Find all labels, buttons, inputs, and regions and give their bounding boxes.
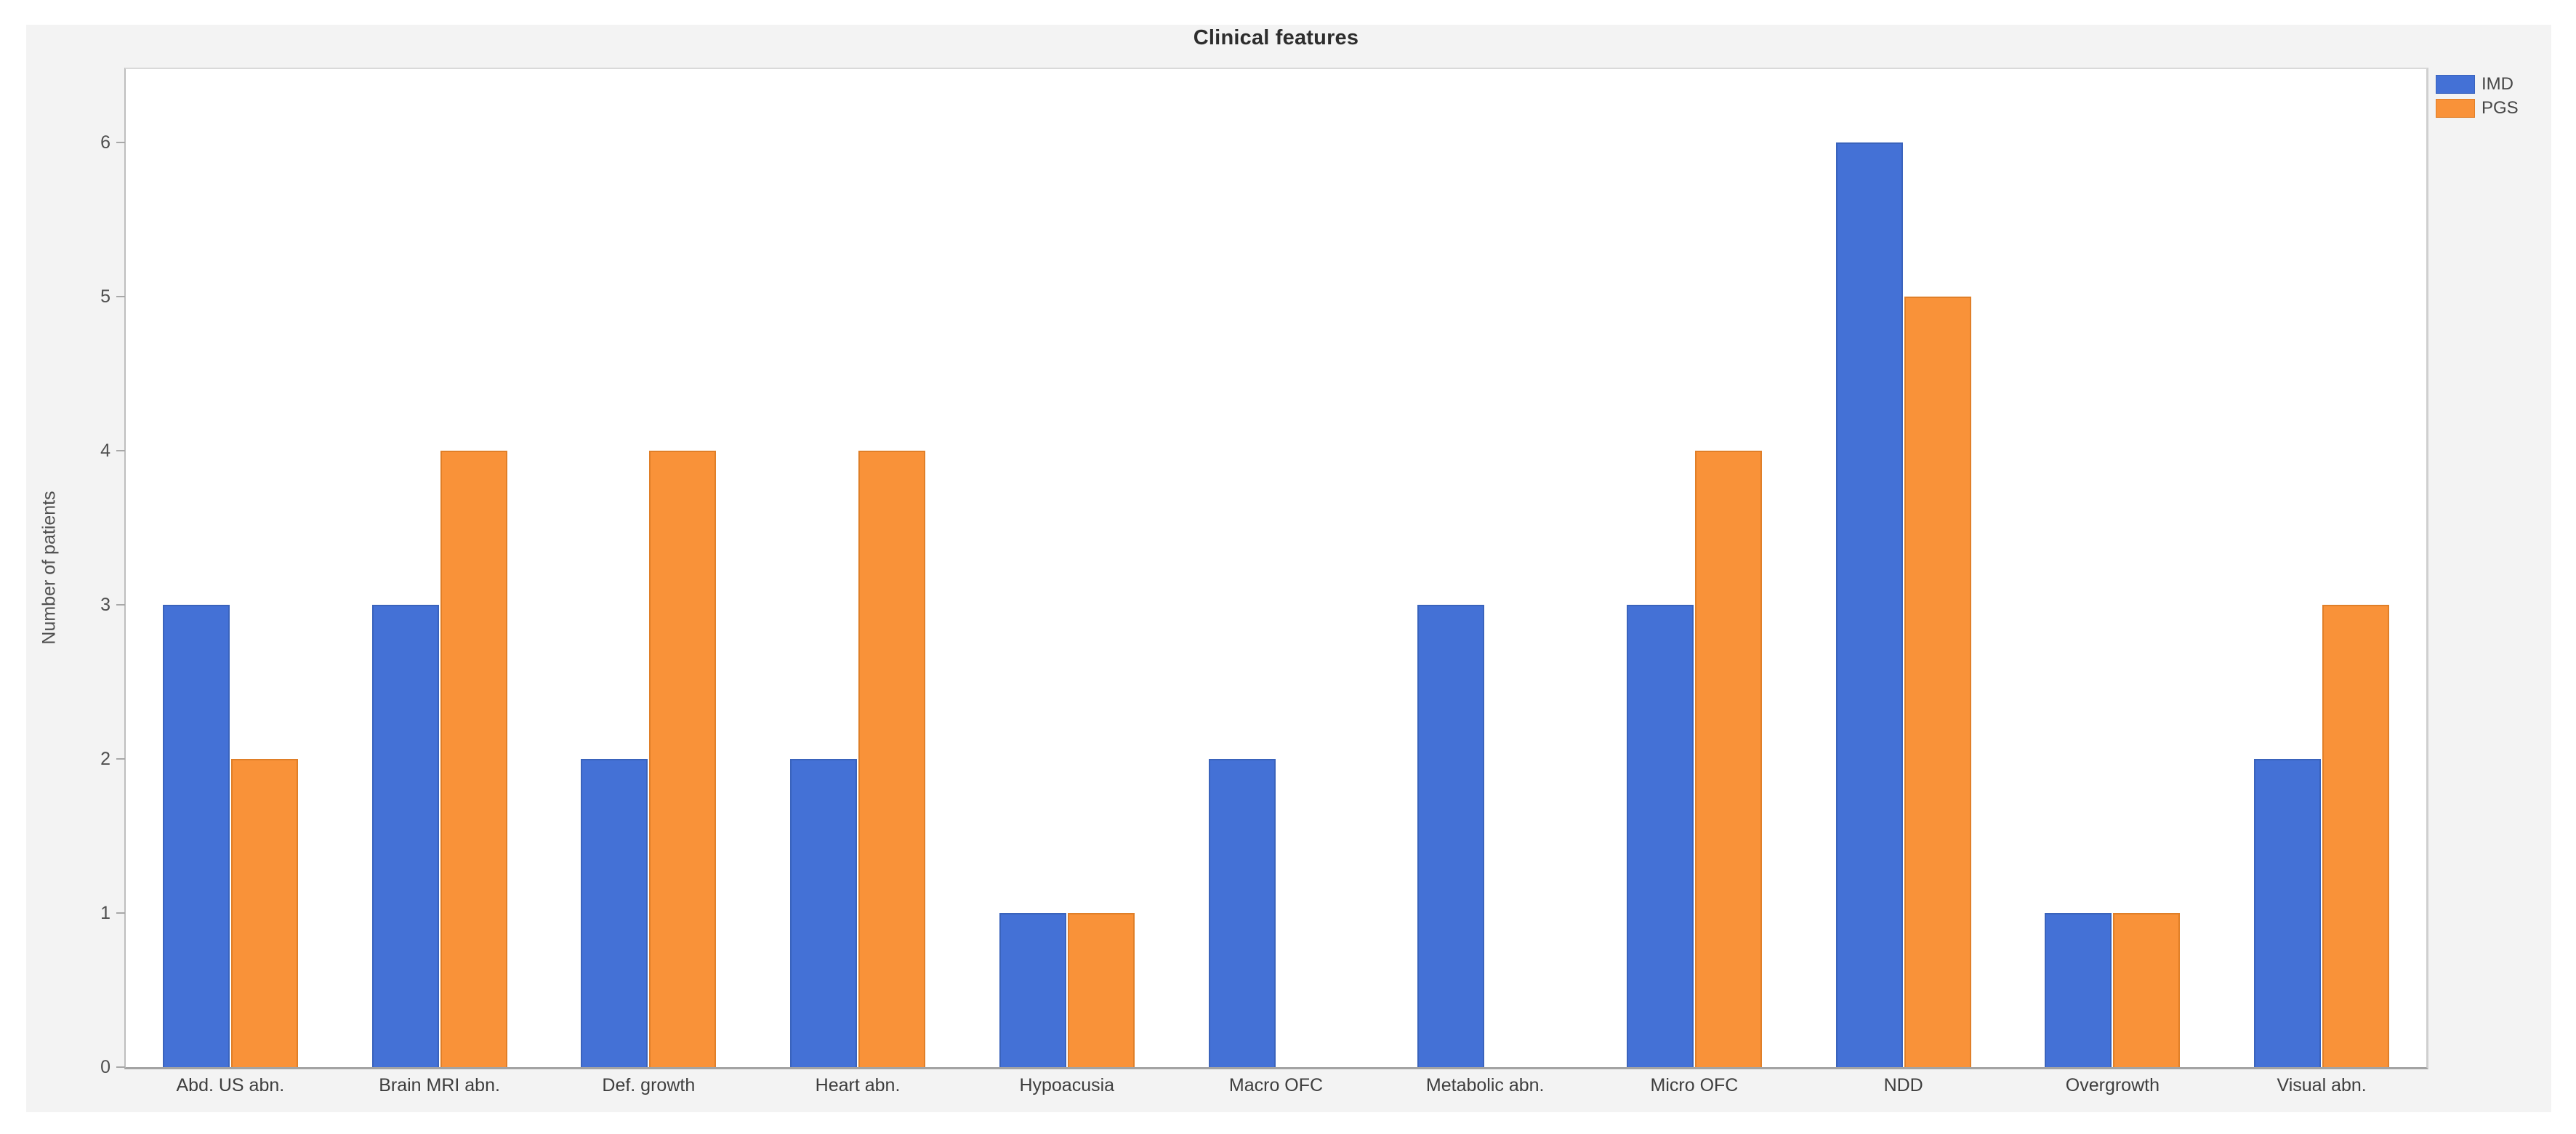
bar-imd-9: [2045, 913, 2112, 1067]
y-tick-mark: [116, 912, 125, 914]
legend-label: PGS: [2482, 98, 2519, 118]
bar-imd-5: [1208, 759, 1276, 1067]
x-tick-label: Micro OFC: [1650, 1075, 1739, 1095]
bar-pgs-8: [1904, 297, 1971, 1067]
x-tick-label: Def. growth: [602, 1075, 696, 1095]
x-tick-label: NDD: [1883, 1075, 1923, 1095]
bar-pgs-7: [1694, 451, 1762, 1067]
legend: IMD PGS: [2436, 75, 2519, 123]
bar-imd-2: [581, 759, 648, 1067]
x-tick-label: Hypoacusia: [1019, 1075, 1115, 1095]
bar-imd-3: [790, 759, 858, 1067]
bar-imd-10: [2254, 759, 2322, 1067]
bar-imd-1: [371, 605, 439, 1067]
x-tick-label: Brain MRI abn.: [379, 1075, 500, 1095]
plot-area: [124, 68, 2428, 1069]
y-tick-mark: [116, 604, 125, 606]
bar-pgs-9: [2113, 913, 2181, 1067]
bar-pgs-2: [649, 451, 717, 1067]
y-tick-mark: [116, 450, 125, 451]
bar-imd-4: [999, 913, 1066, 1067]
x-tick-label: Heart abn.: [815, 1075, 901, 1095]
y-tick-label: 2: [100, 749, 110, 769]
bar-pgs-0: [230, 759, 298, 1067]
bar-imd-6: [1417, 605, 1485, 1067]
bar-pgs-3: [858, 451, 926, 1067]
bar-imd-8: [1835, 142, 1903, 1067]
y-tick-label: 0: [100, 1057, 110, 1077]
legend-label: IMD: [2482, 74, 2513, 94]
y-tick-mark: [116, 1066, 125, 1068]
x-tick-label: Metabolic abn.: [1425, 1075, 1545, 1095]
y-tick-label: 3: [100, 595, 110, 615]
legend-item-imd: IMD: [2436, 75, 2519, 94]
bar-pgs-4: [1067, 913, 1135, 1067]
legend-swatch: [2436, 75, 2475, 94]
bar-pgs-1: [440, 451, 507, 1067]
y-tick-mark: [116, 296, 125, 297]
bar-imd-0: [162, 605, 230, 1067]
legend-item-pgs: PGS: [2436, 99, 2519, 118]
y-axis-title: Number of patients: [39, 491, 60, 645]
y-tick-mark: [116, 142, 125, 143]
y-tick-label: 6: [100, 132, 110, 153]
y-tick-label: 4: [100, 441, 110, 461]
bar-imd-7: [1626, 605, 1694, 1067]
legend-swatch: [2436, 99, 2475, 118]
y-tick-mark: [116, 758, 125, 760]
chart-title: Clinical features: [1193, 26, 1359, 49]
y-tick-label: 5: [100, 286, 110, 307]
x-tick-label: Visual abn.: [2277, 1075, 2367, 1095]
x-tick-label: Abd. US abn.: [176, 1075, 285, 1095]
bar-pgs-10: [2322, 605, 2390, 1067]
x-tick-label: Macro OFC: [1228, 1075, 1324, 1095]
y-tick-label: 1: [100, 903, 110, 923]
x-tick-label: Overgrowth: [2065, 1075, 2160, 1095]
